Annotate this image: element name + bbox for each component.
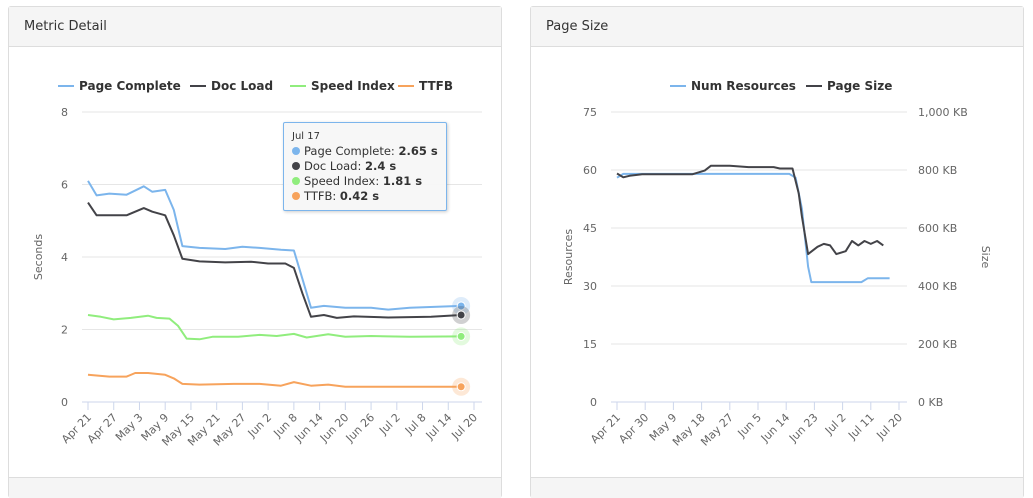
y2-tick-label: 1,000 KB	[918, 106, 968, 119]
tooltip-label: Doc Load:	[304, 159, 365, 173]
tooltip-row: Doc Load: 2.4 s	[292, 159, 438, 174]
y2-tick-label: 0 KB	[918, 396, 943, 409]
series-line-ttfb	[87, 372, 462, 388]
tooltip-value: 2.4 s	[365, 159, 397, 173]
y-tick-label: 75	[583, 106, 597, 119]
y2-tick-label: 800 KB	[918, 164, 957, 177]
series-dot-icon	[292, 177, 300, 185]
legend-item-label[interactable]: Page Size	[827, 79, 892, 93]
legend-item-label[interactable]: TTFB	[419, 79, 453, 93]
tooltip-label: Speed Index:	[304, 174, 383, 188]
tooltip-value: 0.42 s	[339, 189, 380, 203]
y-tick-label: 8	[61, 106, 68, 119]
x-tick-label: Jul 14	[423, 411, 455, 443]
tooltip-date: Jul 17	[292, 131, 320, 142]
tooltip-value: 2.65 s	[398, 144, 438, 158]
y-tick-label: 6	[61, 179, 68, 192]
legend-item-label[interactable]: Num Resources	[691, 79, 796, 93]
y-tick-label: 0	[590, 396, 597, 409]
x-tick-label: Jun 14	[291, 411, 325, 445]
y2-axis-title: Size	[979, 246, 992, 269]
y-tick-label: 60	[583, 164, 597, 177]
tooltip-label: Page Complete:	[304, 144, 399, 158]
series-line-page-size	[616, 164, 884, 256]
x-tick-label: Jul 11	[845, 411, 877, 443]
y2-tick-label: 600 KB	[918, 222, 957, 235]
tooltip-row: Page Complete: 2.65 s	[292, 144, 438, 159]
tooltip-value: 1.81 s	[382, 174, 423, 188]
x-tick-label: May 3	[113, 411, 146, 444]
x-tick-label: Apr 30	[616, 411, 651, 446]
x-tick-label: Jul 20	[873, 411, 905, 443]
x-tick-label: Apr 21	[588, 411, 623, 446]
tooltip-row: TTFB: 0.42 s	[292, 189, 438, 204]
x-tick-label: Jun 20	[317, 411, 351, 445]
x-tick-label: Jun 2	[245, 411, 274, 440]
x-tick-label: Jun 23	[786, 411, 820, 445]
series-dot-icon	[292, 147, 300, 155]
series-dot-icon	[292, 192, 300, 200]
series-line-speed-index	[87, 314, 462, 341]
x-tick-label: Jun 14	[758, 411, 792, 445]
hover-marker	[456, 331, 466, 341]
x-tick-label: Jul 20	[448, 411, 480, 443]
y-tick-label: 30	[583, 280, 597, 293]
chart-tooltip: Jul 17 Page Complete: 2.65 s Doc Load: 2…	[283, 122, 447, 211]
panel-title: Page Size	[531, 7, 1023, 47]
x-tick-label: Jul 2	[376, 411, 403, 438]
hover-marker	[456, 310, 466, 320]
hover-marker	[456, 382, 466, 392]
series-line-page-complete	[87, 180, 462, 311]
y-tick-label: 45	[583, 222, 597, 235]
tooltip-row: Speed Index: 1.81 s	[292, 174, 438, 189]
hover-marker	[456, 301, 466, 311]
y-tick-label: 15	[583, 338, 597, 351]
y-axis-title: Seconds	[32, 234, 45, 280]
tooltip-label: TTFB:	[304, 189, 340, 203]
y2-tick-label: 200 KB	[918, 338, 957, 351]
x-tick-label: Jun 26	[343, 411, 377, 445]
metric-detail-panel: Metric Detail	[8, 6, 502, 498]
series-line-doc-load	[87, 202, 462, 319]
series-dot-icon	[292, 162, 300, 170]
y-axis-title: Resources	[562, 229, 575, 285]
y-tick-label: 4	[61, 251, 68, 264]
panel-title: Metric Detail	[9, 7, 501, 47]
y-tick-label: 2	[61, 324, 68, 337]
legend-item-label[interactable]: Page Complete	[79, 79, 181, 93]
legend-item-label[interactable]: Speed Index	[311, 79, 395, 93]
y2-tick-label: 400 KB	[918, 280, 957, 293]
x-tick-label: Jul 2	[822, 411, 849, 438]
y-tick-label: 0	[61, 396, 68, 409]
legend-item-label[interactable]: Doc Load	[211, 79, 273, 93]
